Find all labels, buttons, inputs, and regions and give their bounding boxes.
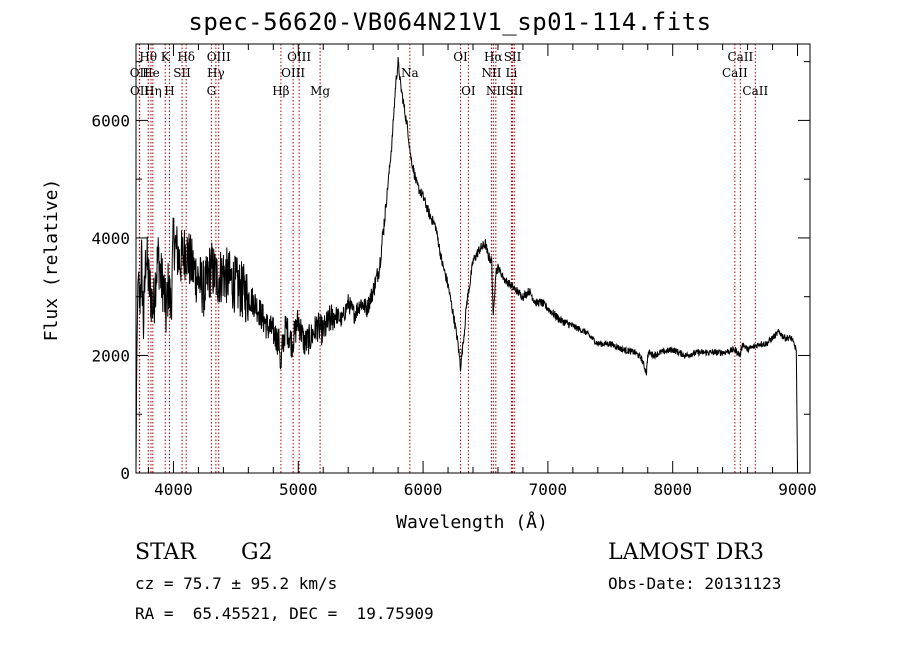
line-marker-label: SII: [173, 66, 191, 80]
line-marker-label: NII: [481, 66, 501, 80]
spectrum-line: [135, 56, 798, 474]
y-tick-label: 2000: [91, 346, 130, 365]
line-marker-label: H: [164, 84, 174, 98]
line-marker-label: OIII: [287, 50, 311, 64]
line-marker-label: CaII: [722, 66, 748, 80]
line-marker-label: OI: [461, 84, 476, 98]
line-marker-label: G: [207, 84, 217, 98]
y-tick-label: 4000: [91, 229, 130, 248]
line-marker-label: OII: [130, 84, 150, 98]
y-tick-label: 6000: [91, 111, 130, 130]
line-marker-label: Hγ: [207, 66, 225, 80]
line-marker-label: NII: [486, 84, 506, 98]
line-marker-label: K: [161, 50, 171, 64]
line-marker-label: OII: [130, 66, 150, 80]
line-marker-label: CaII: [727, 50, 753, 64]
x-tick-label: 9000: [778, 480, 817, 499]
line-marker-label: OIII: [207, 50, 231, 64]
line-marker-label: OIII: [281, 66, 305, 80]
line-marker-group: [138, 44, 756, 473]
x-tick-label: 4000: [154, 480, 193, 499]
spectrum-series-group: [135, 56, 798, 474]
line-marker-label: He: [142, 66, 160, 80]
x-tick-label: 8000: [653, 480, 692, 499]
line-marker-label: Hα: [484, 50, 503, 64]
x-tick-label: 6000: [404, 480, 443, 499]
line-marker-label: Mg: [310, 84, 330, 98]
line-marker-label: Hθ: [139, 50, 157, 64]
y-axis-label: Flux (relative): [41, 179, 62, 342]
coordinates-readout: RA = 65.45521, DEC = 19.75909: [135, 604, 434, 623]
x-tick-label: 5000: [279, 480, 318, 499]
axes-group: 4000 5000 6000 7000 8000 9000 0 2000 4000 6000: [91, 43, 817, 499]
survey-label: LAMOST DR3: [608, 540, 764, 565]
line-marker-label: Hβ: [272, 84, 289, 98]
chart-title: spec-56620-VB064N21V1_sp01-114.fits: [188, 8, 712, 36]
line-marker-label: SII: [505, 84, 523, 98]
x-tick-label: 7000: [529, 480, 568, 499]
x-axis-label: Wavelength (Å): [396, 511, 548, 533]
line-marker-label: Hδ: [177, 50, 195, 64]
line-marker-label: Hη: [144, 84, 162, 98]
redshift-readout: cz = 75.7 ± 95.2 km/s: [135, 574, 338, 593]
line-marker-label: SII: [504, 50, 522, 64]
line-marker-label: Na: [401, 66, 419, 80]
y-tick-label: 0: [120, 464, 130, 483]
line-marker-label: Li: [506, 66, 518, 80]
object-subclass: G2: [241, 540, 273, 565]
line-marker-label: OI: [453, 50, 468, 64]
line-marker-label: CaII: [742, 84, 768, 98]
observation-date: Obs-Date: 20131123: [608, 574, 782, 593]
object-class: STAR: [135, 540, 196, 565]
